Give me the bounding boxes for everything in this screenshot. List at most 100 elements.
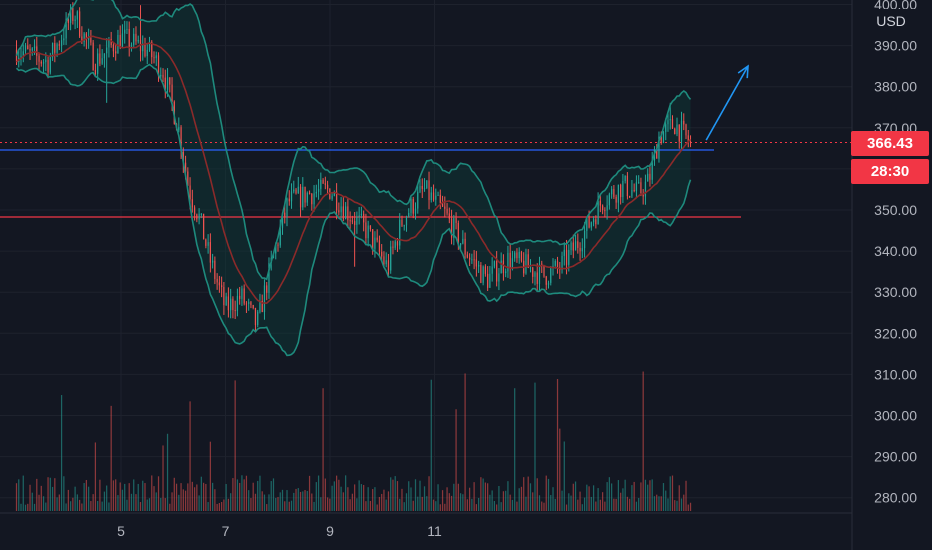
volume-bar: [15, 483, 18, 511]
candle-body: [69, 8, 72, 23]
volume-bar: [151, 475, 153, 511]
volume-bar: [234, 380, 236, 511]
candle-body: [329, 188, 331, 199]
volume-bar: [311, 493, 313, 511]
candle-body: [378, 240, 381, 252]
price-axis[interactable]: 400.00390.00380.00370.00360.00350.00340.…: [874, 0, 917, 506]
volume-bar: [446, 487, 448, 511]
volume-bar: [166, 433, 169, 511]
volume-bar: [214, 489, 216, 511]
candle-body: [644, 181, 647, 197]
candle-body: [408, 212, 410, 217]
candle-body: [295, 189, 297, 194]
candle-body: [414, 208, 417, 214]
candle-body: [498, 273, 500, 282]
volume-bar: [27, 503, 29, 511]
candle-body: [464, 238, 466, 255]
volume-bar: [92, 494, 94, 511]
volume-bar: [347, 487, 349, 511]
volume-bar: [669, 476, 671, 511]
volume-bar: [117, 495, 119, 511]
volume-bar: [500, 502, 502, 511]
candle-body: [662, 131, 665, 143]
volume-bar: [640, 482, 642, 511]
volume-bar: [74, 486, 76, 511]
volume-bar: [534, 382, 536, 511]
volume-bar: [671, 475, 674, 511]
candle-body: [169, 77, 171, 85]
volume-bar: [295, 488, 297, 511]
volume-bar: [649, 480, 651, 511]
candle-body: [574, 241, 577, 251]
volume-bar: [18, 479, 20, 511]
candle-body: [29, 49, 31, 51]
candle-body: [545, 276, 547, 285]
volume-bar: [148, 498, 151, 511]
volume-bar: [464, 373, 466, 511]
candle-body: [279, 227, 281, 246]
volume-bar: [345, 475, 347, 511]
volume-bar: [126, 499, 128, 511]
candle-body: [65, 18, 67, 39]
y-tick-label: 300.00: [874, 408, 917, 424]
volume-bar: [487, 483, 489, 511]
candle-body: [622, 180, 624, 198]
candle-body: [671, 119, 674, 129]
volume-bar: [556, 379, 559, 511]
candle-body: [583, 230, 586, 249]
candle-body: [191, 199, 193, 208]
candle-body: [230, 298, 232, 311]
candle-body: [586, 217, 588, 231]
candle-body: [347, 206, 349, 221]
volume-bar: [115, 479, 117, 511]
volume-bar: [543, 502, 545, 511]
volume-bar: [482, 478, 484, 511]
candle-body: [543, 266, 545, 277]
annotations[interactable]: [705, 64, 749, 141]
volume-bar: [421, 496, 423, 511]
volume-bar: [401, 488, 403, 511]
volume-bar: [284, 501, 286, 511]
volume-bar: [471, 498, 473, 511]
volume-bar: [468, 487, 471, 511]
candle-body: [529, 267, 532, 269]
volume-bar: [81, 503, 83, 511]
candle-body: [142, 44, 144, 52]
candle-body: [493, 261, 496, 267]
candle-body: [189, 185, 191, 200]
candle-body: [638, 182, 640, 184]
candle-body: [22, 51, 24, 56]
candle-body: [277, 244, 279, 246]
candle-body: [266, 285, 268, 293]
candle-body: [590, 222, 592, 228]
candle-body: [383, 256, 385, 265]
candle-body: [103, 53, 106, 59]
candle-body: [214, 260, 216, 279]
candle-body: [405, 216, 408, 226]
candle-body: [239, 295, 241, 299]
candle-body: [581, 248, 583, 252]
volume-bar: [146, 499, 148, 511]
volume-bar: [367, 487, 369, 511]
volume-bar: [570, 495, 572, 511]
candle-body: [360, 213, 363, 216]
volume-bar: [561, 490, 563, 511]
candle-body: [106, 47, 108, 54]
candle-body: [148, 41, 151, 50]
candle-body: [685, 124, 687, 136]
candle-body: [484, 266, 487, 274]
candle-body: [252, 304, 254, 308]
volume-bar: [160, 497, 162, 511]
candle-body: [92, 42, 94, 71]
candle-body: [268, 262, 270, 293]
candle-body: [374, 237, 376, 249]
volume-bar: [385, 499, 387, 511]
volume-bar: [466, 499, 468, 511]
candle-body: [669, 119, 671, 121]
candle-body: [633, 189, 635, 192]
volume-bar: [687, 504, 689, 511]
time-axis[interactable]: 5 7 9 11: [117, 523, 442, 539]
volume-bar: [135, 494, 137, 511]
currency-badge[interactable]: USD: [866, 9, 916, 33]
